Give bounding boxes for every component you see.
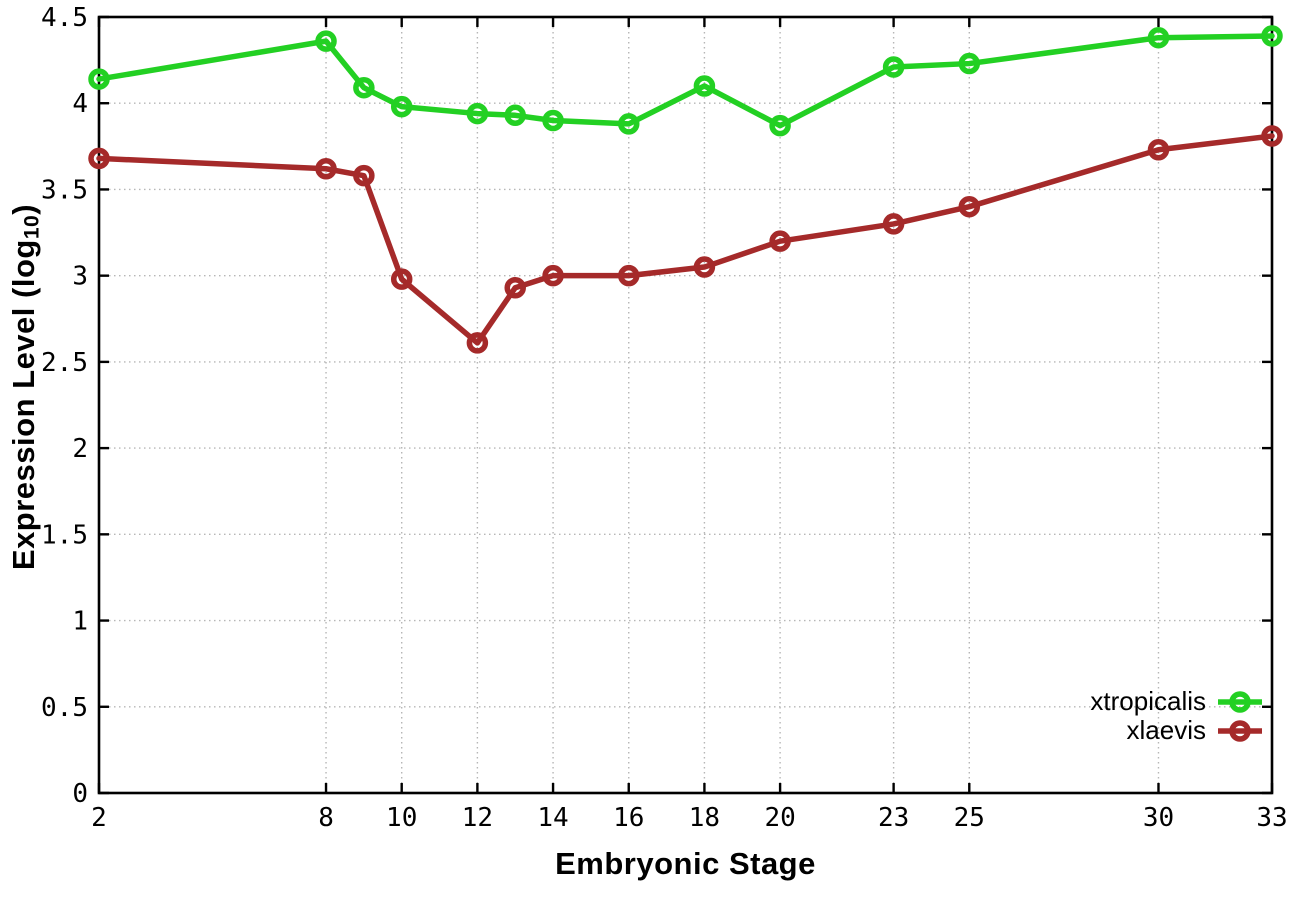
- legend-marker-icon: [1218, 690, 1262, 713]
- data-point-xlaevis: [315, 158, 337, 180]
- y-tick-label: 2: [72, 434, 88, 464]
- x-tick-label: 20: [764, 803, 795, 833]
- data-point-xtropicalis: [315, 30, 337, 52]
- data-point-xtropicalis: [88, 68, 110, 90]
- data-point-xtropicalis: [466, 102, 489, 125]
- y-tick-label: 1: [72, 607, 88, 637]
- x-tick-label: 16: [613, 803, 644, 833]
- series-line-xlaevis: [96, 133, 1275, 346]
- x-tick-label: 30: [1143, 803, 1174, 833]
- data-point-xlaevis: [1147, 139, 1170, 161]
- x-tick-label: 8: [318, 803, 334, 833]
- data-point-xlaevis: [958, 195, 981, 218]
- data-point-xtropicalis: [353, 76, 375, 99]
- y-tick-label: 0.5: [41, 693, 88, 723]
- y-axis-title-suffix: ): [6, 203, 41, 215]
- data-point-xlaevis: [882, 213, 905, 235]
- data-point-xlaevis: [504, 276, 526, 299]
- plot-border: [97, 15, 1274, 795]
- x-axis-title: Embryonic Stage: [555, 846, 816, 881]
- legend-label: xtropicalis: [1090, 686, 1206, 716]
- data-point-xlaevis: [617, 264, 640, 287]
- x-tick-label: 18: [689, 803, 720, 833]
- y-axis-title-text: Expression Level (log: [6, 239, 41, 571]
- x-tick-label: 23: [878, 803, 909, 833]
- x-tick-label: 25: [954, 803, 985, 833]
- data-point-xtropicalis: [1147, 26, 1170, 49]
- data-point-xlaevis: [88, 147, 110, 170]
- data-point-xtropicalis: [390, 95, 413, 118]
- data-point-xtropicalis: [1261, 25, 1283, 47]
- data-point-xlaevis: [390, 268, 413, 290]
- y-axis-title: Expression Level (log10): [6, 203, 44, 571]
- y-axis-title-subscript: 10: [20, 214, 44, 240]
- y-tick-label: 0: [72, 779, 88, 809]
- x-tick-label: 12: [462, 803, 493, 833]
- legend-entry-xtropicalis: xtropicalis: [1090, 686, 1262, 716]
- y-tick-label: 4: [72, 89, 88, 119]
- data-point-xtropicalis: [769, 114, 791, 137]
- data-point-xlaevis: [466, 332, 489, 354]
- y-tick-label: 3: [72, 262, 88, 292]
- data-point-xlaevis: [693, 256, 716, 278]
- series-line-xtropicalis: [96, 33, 1275, 129]
- x-tick-label: 10: [386, 803, 417, 833]
- y-tick-label: 2.5: [41, 348, 88, 378]
- data-point-xtropicalis: [693, 75, 716, 97]
- data-point-xtropicalis: [504, 104, 526, 127]
- data-point-xtropicalis: [882, 56, 905, 78]
- legend-label: xlaevis: [1126, 715, 1206, 745]
- y-tick-label: 3.5: [41, 175, 88, 205]
- data-point-xlaevis: [1261, 125, 1283, 147]
- data-point-xlaevis: [353, 164, 375, 187]
- legend: xtropicalis xlaevis: [1090, 686, 1262, 745]
- y-tick-label: 4.5: [41, 3, 88, 33]
- data-point-xtropicalis: [617, 113, 640, 135]
- legend-entry-xlaevis: xlaevis: [1126, 715, 1262, 745]
- data-point-xtropicalis: [958, 52, 981, 75]
- legend-marker-icon: [1218, 719, 1262, 742]
- x-tick-label: 14: [537, 803, 568, 833]
- x-tick-label: 2: [91, 803, 107, 833]
- x-tick-label: 33: [1256, 803, 1287, 833]
- data-point-xlaevis: [542, 264, 564, 287]
- data-point-xtropicalis: [542, 109, 564, 132]
- y-tick-label: 1.5: [41, 520, 88, 550]
- data-point-xlaevis: [769, 230, 791, 252]
